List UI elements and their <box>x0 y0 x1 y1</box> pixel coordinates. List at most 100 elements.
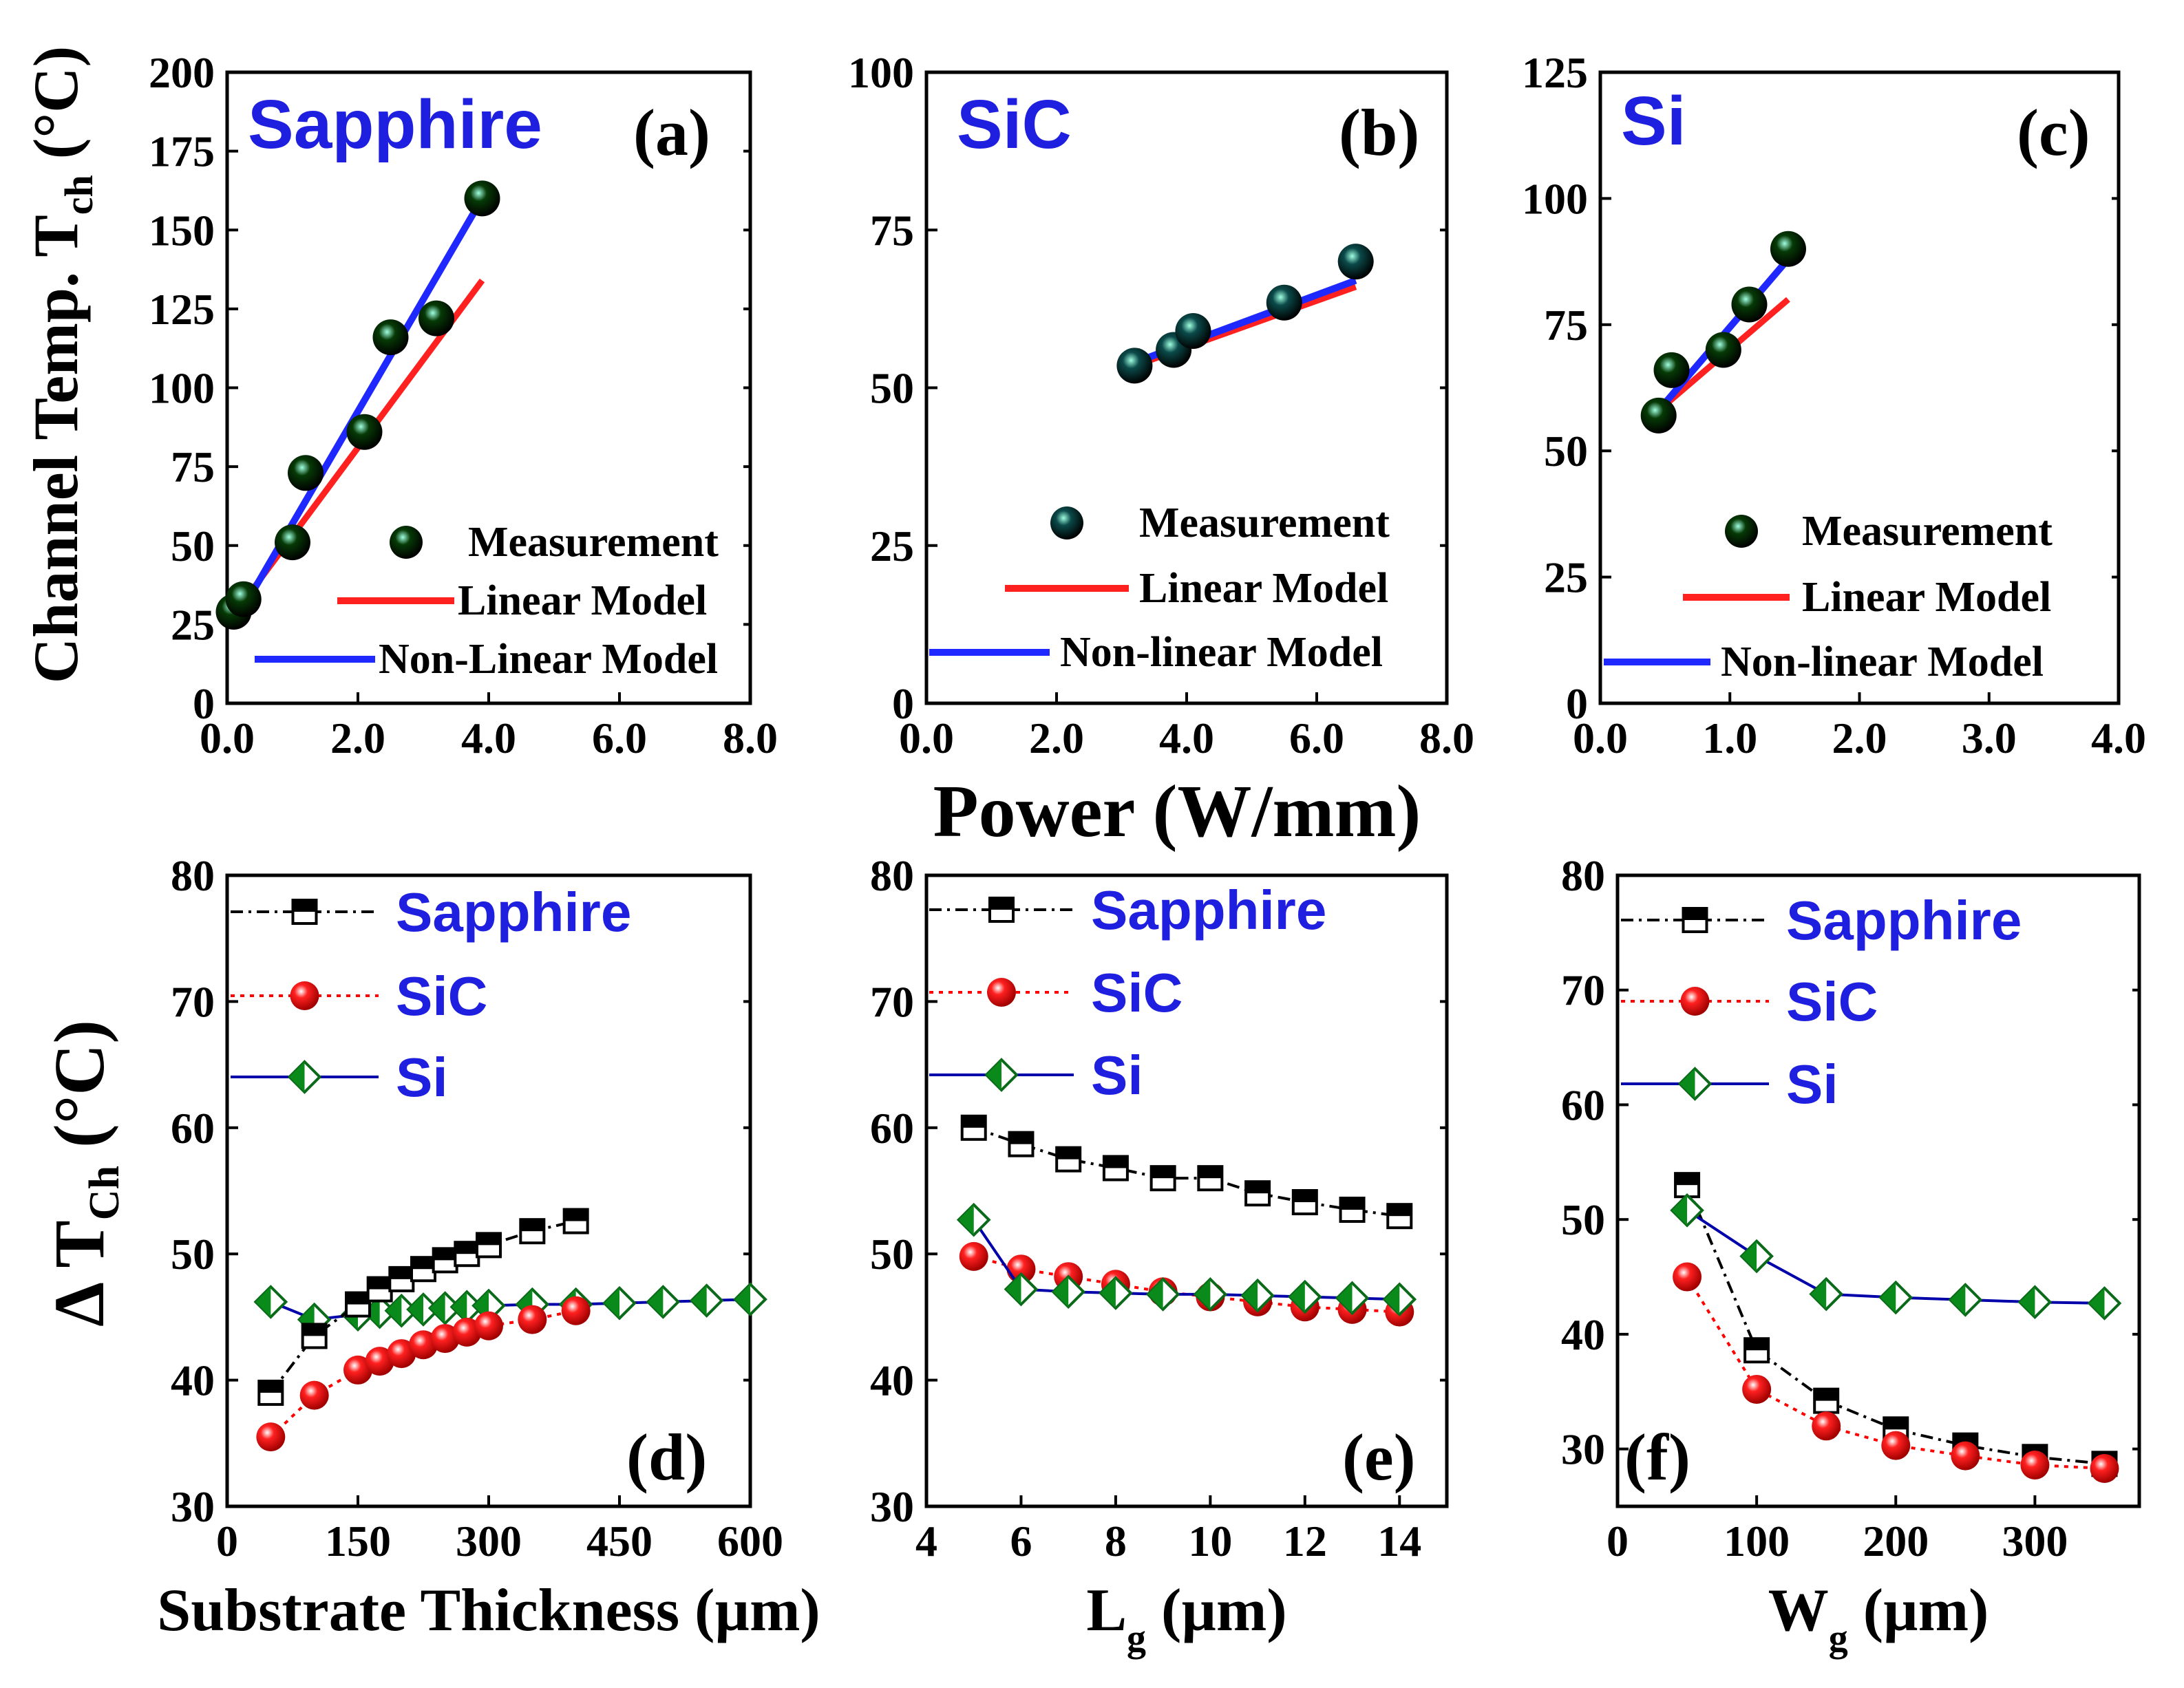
y-tick-label-f: 80 <box>1561 851 1605 900</box>
x-axis-title-main-e: L <box>1086 1577 1127 1644</box>
data-point-si-f-fill <box>2089 1288 2105 1318</box>
y-tick-label-a: 50 <box>171 522 215 570</box>
y-tick-label-e: 50 <box>870 1230 914 1279</box>
y-tick-label-a: 0 <box>193 679 215 728</box>
x-tick-label-b: 0.0 <box>899 714 954 762</box>
legend-label-nonlinear-b: Non-linear Model <box>1060 629 1383 676</box>
data-point-sic-f <box>1951 1441 1980 1471</box>
data-point-sapphire-e <box>1244 1180 1271 1207</box>
measurement-point-b <box>1337 244 1374 280</box>
y-tick-label-a: 200 <box>149 48 215 97</box>
chart-panel-f: 30 40 50 60 70 80 0 100 200 300 Sapphire SiC Si (f) Wg… <box>1561 851 2141 1660</box>
legend-marker-measurement-a <box>390 526 423 559</box>
data-point-sapphire-d-fill <box>390 1267 414 1279</box>
data-point-sapphire-d <box>257 1379 284 1406</box>
data-point-sapphire-e <box>1055 1146 1082 1173</box>
data-point-sic-d <box>343 1355 372 1385</box>
x-axis-title-sub-e: g <box>1127 1617 1146 1660</box>
data-point-si-d-fill <box>604 1288 619 1318</box>
data-point-sapphire-e-fill <box>1388 1204 1412 1217</box>
data-point-sapphire-d-fill <box>412 1257 435 1270</box>
data-point-sapphire-d-fill <box>520 1219 544 1232</box>
x-tick-label-a: 8.0 <box>723 714 778 762</box>
legend-label-sic-d: SiC <box>396 965 487 1027</box>
data-point-sapphire-d-fill <box>455 1242 479 1254</box>
y-tick-label-c: 50 <box>1544 427 1588 476</box>
data-point-si-e <box>1382 1282 1417 1317</box>
x-tick-label-e: 4 <box>915 1517 937 1566</box>
chart-panel-b: 0 25 50 75 100 0.0 2.0 4.0 6.0 8.0 SiC (b) Measureme… <box>848 48 1474 762</box>
measurement-point-a <box>418 300 454 336</box>
data-point-sic-f <box>1881 1431 1911 1460</box>
panel-letter-d: (d) <box>626 1420 707 1494</box>
legend-marker-si-f <box>1677 1067 1713 1101</box>
x-tick-label-b: 2.0 <box>1029 714 1084 762</box>
data-point-sapphire-d <box>476 1232 502 1259</box>
measurement-point-a <box>346 414 383 450</box>
data-point-sapphire-e-fill <box>1340 1198 1364 1210</box>
legend-marker-sapphire-e <box>988 897 1015 923</box>
legend-label-nonlinear-a: Non-Linear Model <box>379 636 718 683</box>
legend-label-measurement-c: Measurement <box>1802 508 2053 555</box>
data-point-sapphire-d-fill <box>433 1248 457 1261</box>
x-tick-label-b: 8.0 <box>1419 714 1474 762</box>
top-y-axis-title-sub: ch <box>56 175 101 215</box>
data-point-sic-e <box>959 1241 988 1271</box>
data-point-sapphire-e-fill <box>1057 1147 1081 1160</box>
y-tick-label-c: 0 <box>1566 679 1588 728</box>
data-point-sic-f <box>1812 1411 1841 1441</box>
data-point-si-d-fill <box>452 1292 467 1323</box>
y-tick-label-a: 125 <box>149 285 215 334</box>
data-point-sapphire-e <box>1291 1189 1318 1216</box>
y-tick-label-f: 50 <box>1561 1195 1605 1244</box>
data-point-si-e <box>1193 1277 1228 1312</box>
panel-title-a: Sapphire <box>248 86 542 163</box>
data-point-si-f <box>1948 1283 1983 1317</box>
x-tick-label-e: 14 <box>1377 1517 1421 1566</box>
x-tick-label-f: 300 <box>2002 1517 2068 1566</box>
data-point-si-d <box>689 1283 724 1318</box>
x-axis-title-main-d: Substrate Thickness (µm) <box>157 1577 820 1644</box>
data-point-si-e <box>1051 1274 1086 1310</box>
measurement-point-a <box>225 581 262 617</box>
data-point-si-f <box>1809 1276 1844 1312</box>
data-point-sapphire-f-fill <box>1884 1418 1908 1430</box>
measurement-point-c <box>1640 397 1677 434</box>
y-tick-label-d: 30 <box>171 1482 215 1531</box>
data-point-si-f <box>1739 1239 1774 1274</box>
measurement-point-c <box>1770 231 1806 267</box>
data-point-sapphire-d <box>345 1291 371 1318</box>
y-tick-label-e: 60 <box>870 1104 914 1153</box>
panel-title-b: SiC <box>957 86 1072 163</box>
legend-label-linear-a: Linear Model <box>458 577 707 624</box>
y-tick-label-e: 70 <box>870 977 914 1026</box>
legend-label-si-e: Si <box>1091 1045 1143 1106</box>
data-point-si-d-fill <box>364 1296 380 1327</box>
data-point-sic-d <box>430 1324 460 1354</box>
data-point-sic-d <box>299 1380 329 1410</box>
x-tick-label-e: 6 <box>1010 1517 1032 1566</box>
legend-label-linear-c: Linear Model <box>1802 574 2051 621</box>
legend-label-linear-b: Linear Model <box>1139 565 1388 612</box>
data-point-si-e-fill <box>1289 1281 1305 1312</box>
x-tick-label-d: 600 <box>717 1517 783 1566</box>
bottom-y-axis-title-sub: Ch <box>81 1166 128 1220</box>
y-tick-label-d: 70 <box>171 977 215 1026</box>
x-axis-title-unit-e: (µm) <box>1146 1577 1287 1644</box>
x-tick-label-e: 12 <box>1283 1517 1327 1566</box>
measurement-point-c <box>1731 286 1768 323</box>
y-tick-label-a: 175 <box>149 127 215 176</box>
panel-title-c: Si <box>1621 83 1686 160</box>
panel-letter-f: (f) <box>1624 1420 1690 1494</box>
y-tick-label-b: 50 <box>870 364 914 413</box>
legend-marker-sic-e <box>987 978 1016 1007</box>
data-point-sapphire-e-fill <box>962 1115 986 1128</box>
data-point-si-e-fill <box>1195 1279 1211 1310</box>
x-tick-label-f: 0 <box>1607 1517 1629 1566</box>
data-point-sapphire-f-fill <box>1814 1389 1838 1401</box>
x-tick-label-f: 100 <box>1724 1517 1790 1566</box>
chart-panel-e: 30 40 50 60 70 80 4 6 8 10 12 14 Sapphire SiC Si (e) Lg … <box>870 851 1449 1660</box>
data-point-si-d-fill <box>735 1284 750 1315</box>
data-point-sapphire-d-fill <box>259 1380 283 1393</box>
data-point-sapphire-d-fill <box>477 1233 500 1246</box>
